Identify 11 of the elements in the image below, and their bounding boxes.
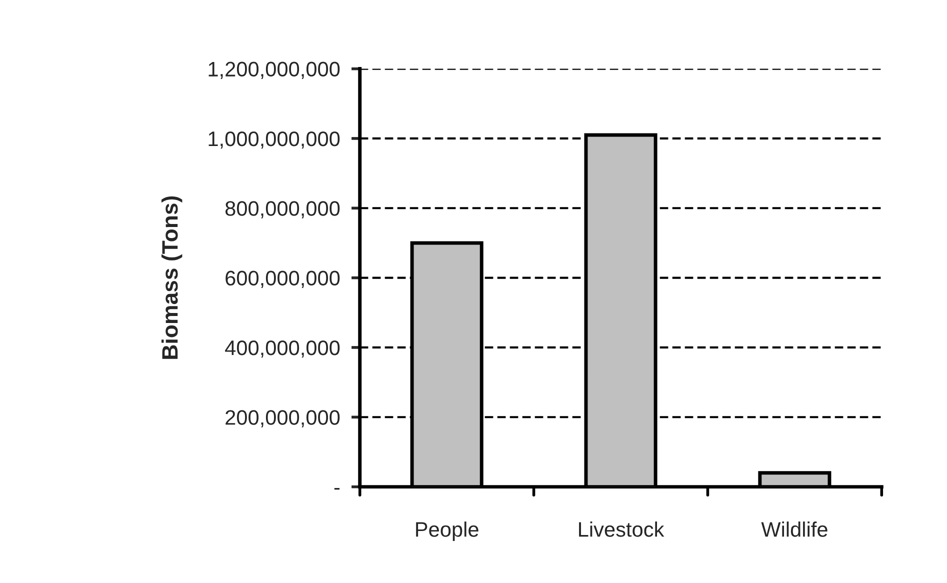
x-tick-label: People — [416, 522, 478, 541]
y-tick-label: 800,000,000 — [225, 201, 340, 218]
y-tick-label: 400,000,000 — [225, 340, 340, 358]
y-tick-label: 200,000,000 — [226, 410, 340, 428]
y-tick-label: 1,200,000,000 — [208, 62, 340, 80]
y-tick-label: 1,000,000,000 — [208, 131, 340, 149]
y-axis-title: Biomass (Tons) — [161, 196, 182, 359]
x-tick-label: Wildlife — [761, 522, 828, 537]
y-tick-label: - — [334, 488, 340, 490]
y-tick-label: 600,000,000 — [226, 270, 340, 288]
x-tick-label: Livestock — [579, 522, 664, 537]
